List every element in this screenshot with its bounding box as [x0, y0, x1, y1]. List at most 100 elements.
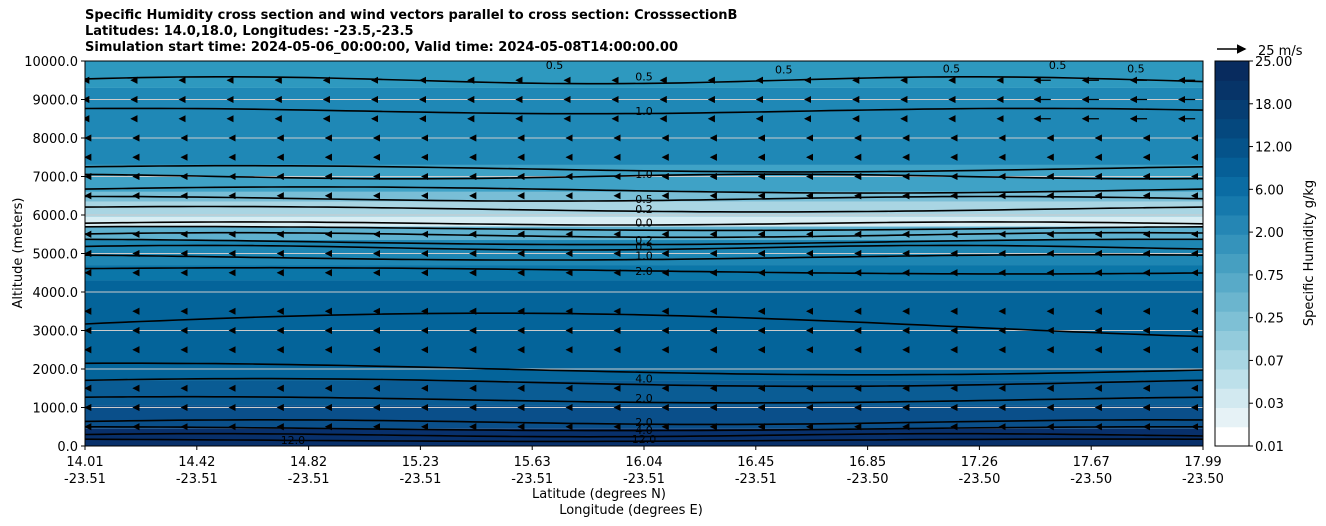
x-axis-label-lat: Latitude (degrees N) — [532, 487, 666, 502]
x-tick-lat: 14.82 — [290, 455, 327, 470]
contour-label: 0.5 — [635, 193, 653, 206]
y-tick-label: 10000.0 — [24, 55, 78, 70]
humidity-band — [85, 265, 1203, 281]
colorbar-segment — [1215, 311, 1249, 331]
contour-label: 0.0 — [635, 217, 653, 230]
contour-line — [85, 377, 1203, 388]
colorbar-tick-label: 0.01 — [1255, 440, 1284, 455]
title-line-2: Latitudes: 14.0,18.0, Longitudes: -23.5,… — [85, 24, 414, 39]
y-axis-label: Altitude (meters) — [11, 198, 26, 309]
y-tick-label: 4000.0 — [33, 286, 79, 301]
colorbar-tick-label: 0.07 — [1255, 354, 1284, 369]
contour-line — [85, 221, 1203, 226]
contour-label: 0.5 — [1127, 63, 1145, 76]
contour-label: 4.0 — [635, 424, 653, 437]
contour-label: 1.0 — [635, 105, 653, 118]
contour-line — [85, 225, 1203, 232]
colorbar-tick-label: 0.03 — [1255, 397, 1284, 412]
y-tick-label: 8000.0 — [33, 132, 79, 147]
colorbar-segment — [1215, 118, 1249, 139]
x-tick-lat: 15.23 — [402, 455, 439, 470]
contour-line — [85, 173, 1203, 180]
x-axis-label-lon: Longitude (degrees E) — [559, 503, 703, 518]
contour-label: 0.5 — [635, 70, 653, 83]
colorbar-segment — [1215, 99, 1249, 120]
y-tick-label: 3000.0 — [33, 325, 79, 340]
contour-line — [85, 205, 1203, 213]
chart-title: Specific Humidity cross section and wind… — [85, 8, 737, 56]
y-tick-label: 9000.0 — [33, 94, 79, 109]
contour-line — [85, 438, 1203, 443]
contour-line — [85, 244, 1203, 251]
x-tick-lon: -23.50 — [1182, 472, 1224, 487]
contour-label: 0.5 — [775, 63, 793, 76]
colorbar-segment — [1215, 80, 1249, 100]
contour-label: 2.0 — [635, 392, 653, 405]
colorbar-segment — [1215, 61, 1249, 81]
colorbar-frame — [1214, 60, 1250, 447]
contour-label: 4.0 — [635, 373, 653, 386]
title-line-3: Simulation start time: 2024-05-06_00:00:… — [85, 40, 678, 55]
colorbar-tick-label: 12.00 — [1255, 141, 1292, 156]
colorbar-segment — [1215, 157, 1249, 177]
contour-line — [85, 195, 1203, 202]
x-tick-lat: 17.99 — [1184, 455, 1221, 470]
humidity-band — [85, 191, 1203, 202]
x-tick-lon: -23.51 — [511, 472, 553, 487]
x-tick-lon: -23.51 — [288, 472, 330, 487]
contour-line — [85, 426, 1203, 432]
wind-key: 25 m/s — [1217, 44, 1303, 59]
x-tick-lat: 14.01 — [66, 455, 103, 470]
colorbar-segment — [1215, 369, 1249, 389]
contour-label: 1.0 — [635, 168, 653, 181]
wind-key-label: 25 m/s — [1258, 44, 1303, 59]
contour-label: 2.0 — [635, 416, 653, 429]
colorbar-tick-label: 0.75 — [1255, 269, 1284, 284]
colorbar-segment — [1215, 138, 1249, 158]
y-tick-label: 2000.0 — [33, 363, 79, 378]
humidity-band — [85, 216, 1203, 227]
x-tick-lon: -23.50 — [847, 472, 889, 487]
y-tick-label: 5000.0 — [33, 248, 79, 263]
contour-label: 0.5 — [1049, 59, 1067, 72]
contour-label: 12.0 — [281, 434, 306, 447]
x-tick-lat: 15.63 — [514, 455, 551, 470]
x-tick-lon: -23.51 — [64, 472, 106, 487]
colorbar-segment — [1215, 388, 1249, 408]
humidity-band — [85, 201, 1203, 217]
y-tick-label: 7000.0 — [33, 171, 79, 186]
contour-line — [85, 231, 1203, 239]
contour-line — [85, 238, 1203, 246]
x-tick-lat: 14.42 — [178, 455, 215, 470]
colorbar-segment — [1215, 234, 1249, 254]
colorbar-segment — [1215, 215, 1249, 235]
colorbar-segment — [1215, 349, 1249, 370]
contour-label: 0.2 — [635, 203, 653, 216]
colorbar-tick-label: 18.00 — [1255, 98, 1292, 113]
y-tick-label: 0.0 — [57, 440, 78, 455]
contour-line — [85, 186, 1203, 194]
contour-line — [85, 395, 1203, 404]
contour-line — [85, 107, 1203, 115]
contour-label: 0.5 — [546, 59, 564, 72]
contour-line — [85, 253, 1203, 261]
y-tick-label: 1000.0 — [33, 402, 79, 417]
contour-label: 12.0 — [632, 433, 657, 446]
contour-line — [85, 312, 1203, 338]
contour-line — [85, 266, 1203, 275]
y-tick-label: 6000.0 — [33, 209, 79, 224]
x-tick-lat: 17.67 — [1073, 455, 1110, 470]
x-tick-lon: -23.50 — [958, 472, 1000, 487]
x-tick-lat: 17.26 — [961, 455, 998, 470]
contour-label: 2.0 — [635, 265, 653, 278]
contour-line — [85, 164, 1203, 173]
colorbar-label: Specific Humidity g/kg — [1302, 180, 1317, 326]
plot-area — [85, 61, 1203, 446]
x-tick-lon: -23.51 — [735, 472, 777, 487]
x-tick-lat: 16.85 — [849, 455, 886, 470]
colorbar-segment — [1215, 292, 1249, 312]
colorbar-tick-label: 6.00 — [1255, 183, 1284, 198]
colorbar: 0.01 0.03 0.07 0.25 0.75 2.00 6.00 12.00 18.00 25… — [1214, 55, 1292, 455]
contour-line — [85, 432, 1203, 438]
contour-label: 0.5 — [943, 63, 961, 76]
